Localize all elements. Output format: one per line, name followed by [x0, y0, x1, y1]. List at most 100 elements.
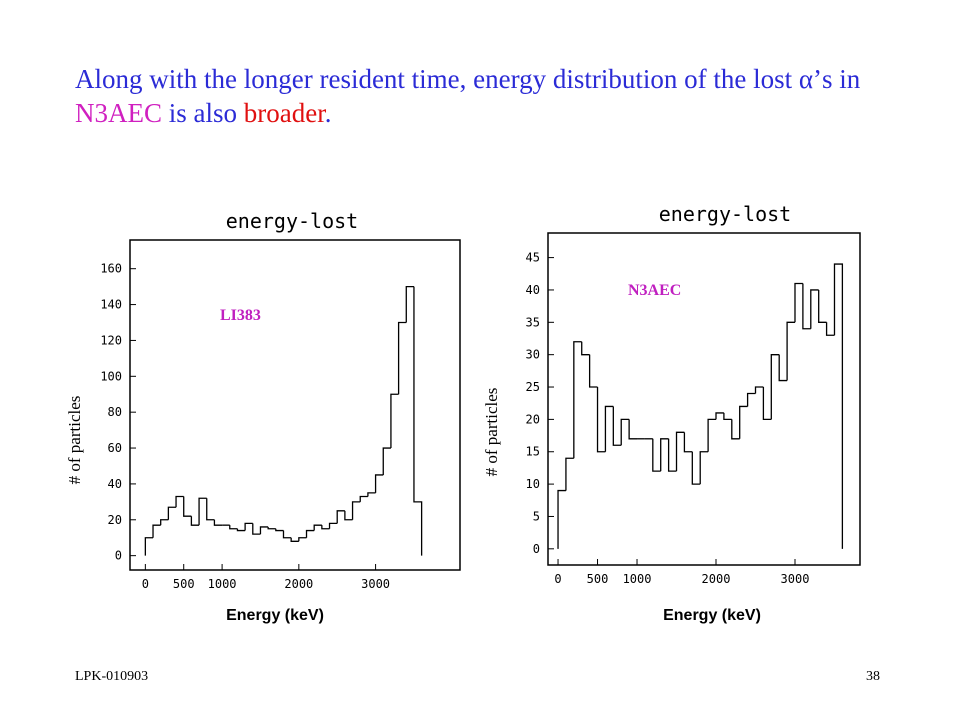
heading-part: ’s in [813, 64, 861, 94]
histogram-bin [229, 525, 238, 530]
histogram-bin [628, 419, 638, 440]
heading-part: is also [162, 98, 244, 128]
histogram-bin [573, 341, 582, 459]
y-tick-label: 25 [526, 380, 540, 394]
histogram-bin [351, 501, 361, 520]
x-tick-label: 2000 [284, 577, 313, 591]
plot-frame [547, 232, 861, 566]
histogram-bin [739, 405, 748, 439]
annotation: N3AEC [628, 282, 681, 299]
heading-part: N3AEC [75, 98, 162, 128]
heading: Along with the longer resident time, ene… [75, 62, 875, 130]
y-tick-label: 35 [526, 315, 540, 329]
histogram-bin [390, 393, 399, 449]
histogram-bin [413, 286, 423, 556]
histogram-bin [754, 386, 764, 394]
x-tick-label: 500 [173, 577, 195, 591]
histogram-bin [652, 438, 661, 472]
histogram-bin [667, 438, 677, 472]
histogram-bin [723, 412, 732, 421]
footer-right: 38 [866, 669, 880, 684]
y-axis-label: # of particles [482, 388, 501, 477]
histogram-bin [833, 263, 844, 549]
histogram-bin [252, 523, 261, 535]
histogram-bin [236, 528, 246, 532]
y-tick-label: 45 [526, 251, 540, 265]
y-tick-label: 30 [526, 348, 540, 362]
histogram-bin [786, 321, 795, 381]
x-tick-label: 2000 [702, 572, 731, 586]
x-axis-label: Energy (keV) [663, 607, 761, 624]
x-tick-label: 3000 [781, 572, 810, 586]
histogram-bin [367, 492, 376, 497]
heading-part: . [324, 98, 332, 128]
y-axis-label: # of particles [65, 396, 84, 485]
histogram-bin [144, 537, 154, 556]
histogram-bin [397, 321, 407, 395]
histogram-bin [825, 322, 835, 336]
histogram-bin [620, 418, 630, 446]
histogram-bin [707, 418, 717, 452]
x-axis-label: Energy (keV) [226, 607, 324, 624]
histogram-bin [762, 387, 772, 421]
y-tick-label: 80 [108, 405, 122, 419]
x-tick-label: 0 [554, 572, 561, 586]
y-tick-label: 40 [108, 477, 122, 491]
histogram-bin [770, 354, 780, 420]
histogram-bin [267, 526, 276, 530]
histogram-bin [405, 285, 414, 323]
histogram-bin [328, 522, 338, 529]
x-tick-label: 500 [587, 572, 609, 586]
histogram-bin [183, 496, 192, 517]
histogram-bin [557, 489, 566, 549]
chart-title: energy-lost [226, 209, 358, 233]
y-tick-label: 120 [100, 333, 122, 347]
y-tick-label: 10 [526, 477, 540, 491]
histogram-bin [810, 289, 819, 329]
histogram-bin [715, 412, 724, 420]
histogram-bin [374, 474, 384, 493]
histogram-bin [167, 506, 177, 520]
histogram-bin [794, 282, 803, 323]
histogram-bin [691, 451, 701, 485]
histogram-bin [596, 387, 606, 453]
x-tick-label: 0 [142, 577, 149, 591]
histogram-bin [604, 405, 614, 452]
histogram-bin [565, 457, 574, 491]
y-tick-label: 0 [115, 549, 122, 563]
histogram-bin [190, 516, 200, 526]
histogram-bin [259, 526, 269, 535]
histogram-bin [382, 447, 391, 475]
histogram-bin [581, 341, 590, 356]
y-tick-label: 20 [526, 412, 540, 426]
histogram-bin [298, 537, 307, 542]
histogram-bin [683, 432, 693, 453]
y-tick-label: 100 [100, 369, 122, 383]
y-tick-label: 160 [100, 262, 122, 276]
histogram-bin [731, 419, 740, 440]
histogram-bin [305, 529, 315, 538]
histogram-bin [778, 354, 788, 382]
x-tick-label: 1000 [623, 572, 652, 586]
histogram-bin [612, 406, 622, 446]
y-tick-label: 140 [100, 298, 122, 312]
histogram-bin [290, 537, 299, 542]
heading-part: broader [243, 98, 325, 128]
histogram-bin [359, 495, 368, 502]
histogram-bin [802, 283, 811, 330]
histogram-bin [660, 438, 669, 472]
histogram-bin [818, 289, 827, 323]
heading-part: Along with the longer resident time, ene… [75, 64, 799, 94]
y-tick-label: 20 [108, 513, 122, 527]
annotation: LI383 [220, 307, 261, 324]
histogram-bin [588, 354, 598, 388]
histogram-bin [746, 392, 756, 407]
histogram-bin [336, 510, 345, 524]
histogram-bin [313, 524, 322, 531]
x-tick-label: 3000 [361, 577, 390, 591]
y-tick-label: 15 [526, 445, 540, 459]
histogram-bin [275, 528, 284, 532]
histogram-bin [213, 519, 223, 526]
